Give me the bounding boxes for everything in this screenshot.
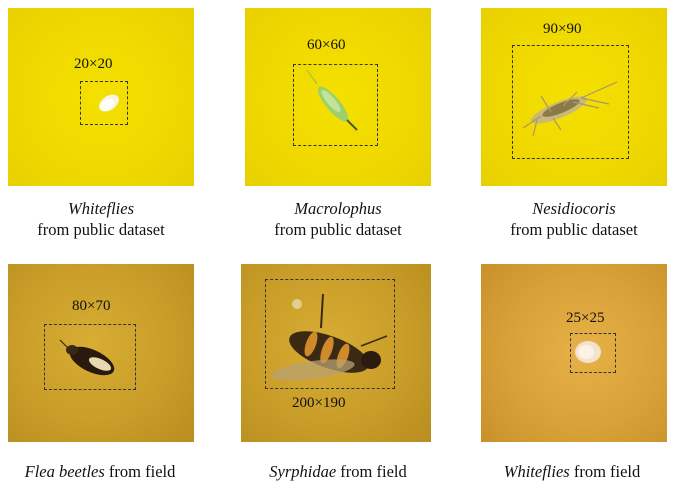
source-text: from field	[340, 462, 407, 481]
caption-whiteflies-field: Whiteflies from field	[462, 461, 676, 482]
caption-macrolophus-public: Macrolophus from public dataset	[228, 198, 448, 240]
whitefly-field-image	[575, 341, 601, 363]
bbox-20x20	[80, 81, 128, 125]
panel-whiteflies-public: 20×20	[8, 8, 194, 186]
size-label: 80×70	[72, 298, 111, 314]
species-name: Macrolophus	[294, 199, 382, 218]
bbox-60x60	[293, 64, 378, 146]
source-text: from public dataset	[37, 220, 165, 239]
panel-macrolophus-public: 60×60	[245, 8, 431, 186]
bbox-200x190	[265, 279, 395, 389]
panel-syrphidae-field: 200×190	[241, 264, 431, 442]
source-text: from field	[108, 462, 176, 481]
panel-nesidiocoris-public: 90×90	[481, 8, 667, 186]
panel-whiteflies-field: 25×25	[481, 264, 667, 442]
whitefly-image	[99, 94, 119, 112]
caption-flea-beetles-field: Flea beetles from field	[0, 461, 210, 482]
bbox-25x25	[570, 333, 616, 373]
size-label: 200×190	[292, 395, 346, 411]
source-text: from public dataset	[274, 220, 402, 239]
panel-flea-beetles-field: 80×70	[8, 264, 194, 442]
nesidiocoris-image	[522, 81, 618, 137]
macrolophus-image	[306, 69, 358, 131]
size-label: 60×60	[307, 37, 346, 53]
caption-nesidiocoris-public: Nesidiocoris from public dataset	[464, 198, 676, 240]
syrphidae-image	[271, 293, 388, 381]
caption-syrphidae-field: Syrphidae from field	[228, 461, 448, 482]
flea-beetle-image	[59, 339, 115, 376]
bbox-90x90	[512, 45, 629, 159]
size-label: 20×20	[74, 56, 113, 72]
size-label: 25×25	[566, 310, 605, 326]
species-name: Nesidiocoris	[532, 199, 616, 218]
bbox-80x70	[44, 324, 136, 390]
source-text: from public dataset	[510, 220, 638, 239]
source-text: from field	[573, 462, 641, 481]
size-label: 90×90	[543, 21, 582, 37]
caption-whiteflies-public: Whiteflies from public dataset	[0, 198, 211, 240]
species-name: Flea beetles	[24, 462, 105, 481]
species-name: Whiteflies	[68, 199, 134, 218]
species-name: Whiteflies	[503, 462, 570, 481]
species-name: Syrphidae	[269, 462, 337, 481]
